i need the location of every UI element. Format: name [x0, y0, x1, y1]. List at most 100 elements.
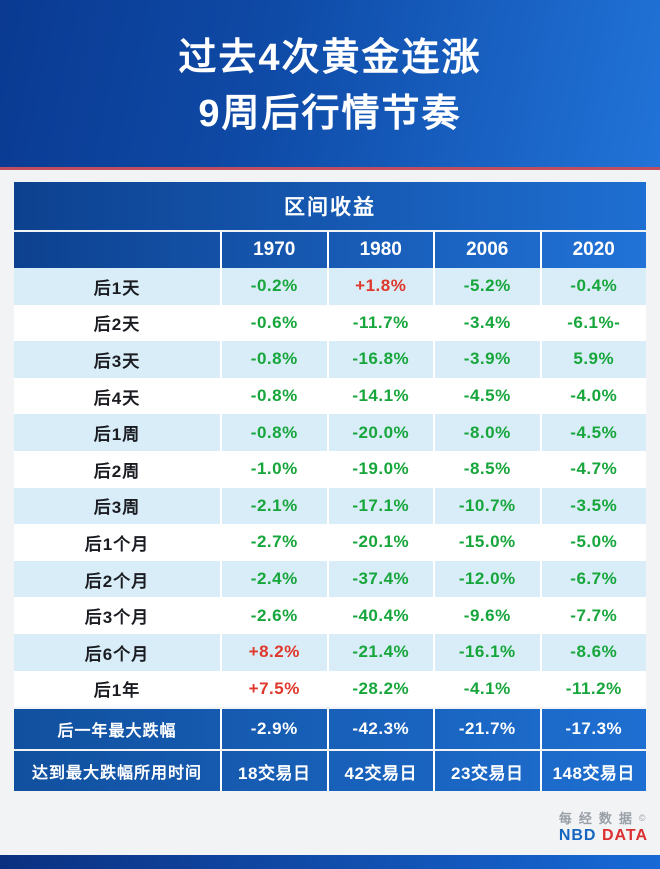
table-row: 后1个月 -2.7% -20.1% -15.0% -5.0% [14, 524, 646, 561]
value-cell: -0.8% [220, 414, 327, 451]
value-cell: +8.2% [220, 633, 327, 671]
table-section-header: 区间收益 [14, 182, 646, 230]
value-cell: -28.2% [326, 670, 434, 708]
copyright-icon: © [638, 813, 646, 823]
value-cell: -2.6% [220, 597, 327, 634]
title-banner: 过去4次黄金连涨 9周后行情节奏 [0, 0, 660, 170]
value-cell: -21.4% [326, 633, 434, 671]
row-label: 后1个月 [84, 534, 150, 554]
value-cell: -5.0% [539, 524, 647, 561]
returns-table: 区间收益 1970 1980 2006 2020 后1天 -0.2% +1.8% -5.2%… [14, 182, 647, 792]
value-cell: -14.1% [326, 377, 434, 415]
summary-value-cell: 42交易日 [326, 751, 434, 792]
value-cell: -12.0% [433, 560, 540, 598]
bottom-accent-bar [0, 855, 660, 869]
table-row: 后3天 -0.8% -16.8% -3.9% 5.9% [14, 341, 646, 378]
value-cell: -15.0% [433, 524, 540, 561]
summary-row-label: 达到最大跌幅所用时间 [31, 765, 202, 783]
row-label: 后3周 [93, 498, 141, 518]
column-header-year: 2020 [539, 232, 647, 268]
summary-value-cell: 148交易日 [539, 751, 647, 792]
value-cell: -0.8% [220, 341, 327, 378]
value-cell: -0.6% [220, 304, 327, 342]
row-label: 后2个月 [84, 571, 150, 591]
table-column-header-row: 1970 1980 2006 2020 [14, 232, 646, 268]
row-label: 后4天 [93, 388, 141, 408]
value-cell: -0.4% [539, 268, 647, 305]
value-cell: -8.5% [433, 450, 540, 488]
value-cell: -4.1% [433, 670, 540, 708]
value-cell: -4.0% [539, 377, 647, 415]
table-row: 后3个月 -2.6% -40.4% -9.6% -7.7% [14, 597, 646, 634]
row-label: 后2天 [93, 315, 141, 335]
value-cell: -2.7% [220, 524, 327, 561]
row-label: 后3个月 [84, 608, 150, 628]
table-row: 后2天 -0.6% -11.7% -3.4% -6.1%- [14, 304, 647, 342]
value-cell: -7.7% [539, 597, 647, 634]
value-cell: -11.2% [539, 670, 647, 708]
table-row: 后2个月 -2.4% -37.4% -12.0% -6.7% [14, 560, 647, 598]
row-label: 后1年 [93, 681, 141, 701]
value-cell: -16.1% [433, 633, 540, 671]
summary-value-cell: -2.9% [220, 709, 327, 750]
logo-nbd-text: NBD [558, 827, 597, 844]
summary-value-cell: -21.7% [433, 709, 540, 750]
table-body: 后1天 -0.2% +1.8% -5.2% -0.4% 后2天 -0.6% -11.7% -3.… [14, 268, 647, 708]
table-row: 后1天 -0.2% +1.8% -5.2% -0.4% [14, 268, 646, 305]
table-summary-row: 达到最大跌幅所用时间 18交易日 42交易日 23交易日 148交易日 [14, 751, 647, 792]
value-cell: -20.0% [326, 414, 434, 451]
value-cell: -0.8% [220, 377, 327, 415]
value-cell: +1.8% [326, 268, 434, 305]
logo-data-text: DATA [601, 827, 648, 844]
value-cell: -4.5% [539, 414, 647, 451]
page-title-line2: 9周后行情节奏 [198, 92, 462, 135]
value-cell: -10.7% [433, 487, 540, 525]
value-cell: -11.7% [326, 304, 434, 342]
table-row: 后1周 -0.8% -20.0% -8.0% -4.5% [14, 414, 646, 451]
value-cell: -9.6% [433, 597, 540, 634]
column-header-year: 1970 [220, 232, 327, 268]
value-cell: -0.2% [220, 268, 327, 305]
column-header-year: 2006 [433, 232, 540, 268]
table-row: 后4天 -0.8% -14.1% -4.5% -4.0% [14, 377, 647, 415]
page-title-line1: 过去4次黄金连涨 [178, 36, 482, 79]
value-cell: -16.8% [326, 341, 434, 378]
row-label: 后6个月 [84, 644, 150, 664]
table-row: 后2周 -1.0% -19.0% -8.5% -4.7% [14, 450, 647, 488]
row-label: 后2周 [93, 461, 141, 481]
value-cell: -4.7% [539, 450, 647, 488]
value-cell: -1.0% [220, 450, 327, 488]
value-cell: -5.2% [433, 268, 540, 305]
value-cell: -2.1% [220, 487, 327, 525]
table-summary-row: 后一年最大跌幅 -2.9% -42.3% -21.7% -17.3% [14, 709, 647, 750]
value-cell: -6.1%- [539, 304, 647, 342]
value-cell: -3.9% [433, 341, 540, 378]
value-cell: 5.9% [539, 341, 647, 378]
table-row: 后1年 +7.5% -28.2% -4.1% -11.2% [14, 670, 647, 708]
value-cell: -3.5% [539, 487, 647, 525]
summary-value-cell: -17.3% [539, 709, 647, 750]
value-cell: -19.0% [326, 450, 434, 488]
value-cell: -37.4% [326, 560, 434, 598]
value-cell: +7.5% [220, 670, 327, 708]
value-cell: -40.4% [326, 597, 434, 634]
summary-row-label: 后一年最大跌幅 [57, 723, 177, 741]
value-cell: -20.1% [326, 524, 434, 561]
value-cell: -2.4% [220, 560, 327, 598]
value-cell: -8.6% [539, 633, 647, 671]
row-label: 后3天 [93, 351, 141, 371]
summary-value-cell: 18交易日 [220, 751, 327, 792]
table-row: 后3周 -2.1% -17.1% -10.7% -3.5% [14, 487, 647, 525]
value-cell: -17.1% [326, 487, 434, 525]
row-label: 后1天 [93, 278, 141, 298]
value-cell: -4.5% [433, 377, 540, 415]
summary-value-cell: 23交易日 [433, 751, 540, 792]
value-cell: -3.4% [433, 304, 540, 342]
table-summary: 后一年最大跌幅 -2.9% -42.3% -21.7% -17.3% 达到最大跌幅所用时间… [14, 709, 647, 792]
row-label: 后1周 [93, 425, 141, 445]
column-header-empty [14, 232, 220, 268]
value-cell: -8.0% [433, 414, 540, 451]
column-header-year: 1980 [326, 232, 434, 268]
value-cell: -6.7% [539, 560, 647, 598]
nbd-data-logo: 每经数据© NBD DATA [559, 810, 648, 844]
